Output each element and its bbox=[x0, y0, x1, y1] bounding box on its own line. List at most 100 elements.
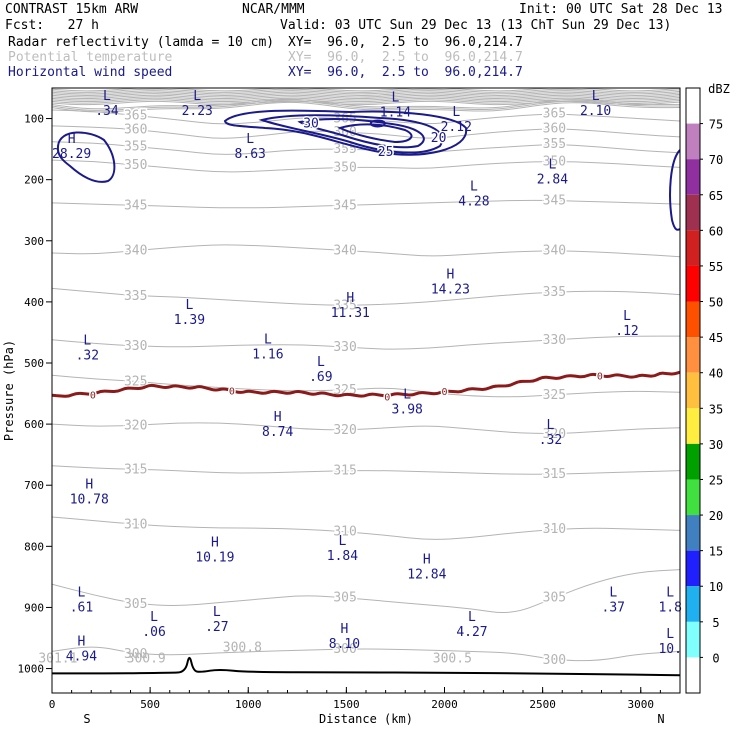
wind-extremum-value: 1.84 bbox=[327, 549, 358, 564]
y-tick-label: 900 bbox=[24, 601, 44, 614]
wind-extremum: L1.14 bbox=[380, 90, 411, 120]
wind-extremum-value: 10.78 bbox=[70, 492, 109, 507]
x-tick-label: 2000 bbox=[431, 698, 458, 711]
theta-contour-label: 335 bbox=[333, 299, 356, 314]
y-tick-label: 1000 bbox=[18, 663, 45, 676]
colorbar-label: 10 bbox=[709, 580, 723, 594]
forecast-hour: Fcst: 27 h bbox=[5, 18, 99, 33]
colorbar-label: 35 bbox=[709, 402, 723, 416]
theta-contour-335 bbox=[52, 287, 680, 306]
colorbar-swatch bbox=[686, 372, 700, 409]
wind-extremum: L.37 bbox=[602, 585, 625, 615]
wind-extremum: L1.8 bbox=[658, 585, 681, 615]
wind-extremum-value: .34 bbox=[95, 104, 119, 119]
wind-extremum: L1.84 bbox=[327, 534, 358, 564]
y-tick-label: 100 bbox=[24, 113, 44, 126]
wind-extremum: L.27 bbox=[205, 605, 228, 635]
colorbar-label: 25 bbox=[709, 473, 723, 487]
colorbar-swatch bbox=[686, 194, 700, 231]
wind-extremum-value: 4.94 bbox=[66, 649, 97, 664]
y-tick-label: 200 bbox=[24, 174, 44, 187]
theta-contour-label: 315 bbox=[543, 467, 566, 482]
theta-contour-label: 365 bbox=[124, 109, 147, 124]
wind-extremum-value: 4.27 bbox=[456, 625, 487, 640]
y-tick-label: 700 bbox=[24, 479, 44, 492]
wind-contour-right bbox=[669, 149, 680, 231]
freezing-level-label: 0 bbox=[229, 387, 235, 398]
end-label-north: N bbox=[657, 712, 664, 726]
wind-extremum: L1.16 bbox=[252, 332, 283, 362]
x-tick-label: 2500 bbox=[529, 698, 556, 711]
init-time: Init: 00 UTC Sat 28 Dec 13 bbox=[519, 2, 723, 17]
colorbar-swatch bbox=[686, 621, 700, 658]
theta-contour-label: 365 bbox=[543, 107, 566, 122]
theta-top-contour bbox=[52, 88, 680, 92]
theta-top-band bbox=[52, 88, 680, 113]
colorbar-swatch bbox=[686, 265, 700, 302]
colorbar-swatch bbox=[686, 479, 700, 516]
colorbar-label: 40 bbox=[709, 367, 723, 381]
theta-contour-label: 325 bbox=[543, 388, 566, 403]
theta-contour-label: 325 bbox=[124, 374, 147, 389]
colorbar-frame bbox=[685, 87, 701, 694]
wind-extremum-value: 4.28 bbox=[458, 195, 489, 210]
theta-value-label: 300.9 bbox=[127, 651, 166, 666]
theta-contour-label: 330 bbox=[543, 333, 566, 348]
wind-extremum-value: .12 bbox=[615, 324, 638, 339]
freezing-level-label: 0 bbox=[441, 387, 447, 398]
theta-contour-label: 355 bbox=[124, 140, 147, 155]
wind-extremum: L.32 bbox=[539, 418, 562, 448]
theta-contour-340 bbox=[52, 244, 680, 258]
wind-extremum: L4.27 bbox=[456, 610, 487, 640]
field-wind-xy: XY= 96.0, 2.5 to 96.0,214.7 bbox=[288, 65, 523, 80]
wind-extremum-type: L bbox=[150, 610, 158, 625]
wind-extremum-value: .32 bbox=[76, 349, 99, 364]
colorbar-label: 5 bbox=[712, 616, 719, 630]
freezing-level-label: 0 bbox=[384, 392, 390, 403]
field-theta: Potential temperature bbox=[8, 50, 173, 65]
colorbar-swatch bbox=[686, 586, 700, 622]
wind-extremum-value: 8.74 bbox=[262, 425, 293, 440]
wind-extremum-value: 14.23 bbox=[431, 283, 470, 298]
theta-top-contour bbox=[52, 91, 680, 96]
colorbar-label: 30 bbox=[709, 438, 723, 452]
wind-extremum: L.06 bbox=[142, 610, 165, 640]
theta-contour-label: 320 bbox=[333, 423, 356, 438]
wind-extremum-value: 2.10 bbox=[580, 104, 611, 119]
theta-contour-350 bbox=[52, 159, 680, 173]
theta-contour-label: 330 bbox=[333, 340, 356, 355]
theta-contour-label: 335 bbox=[124, 289, 147, 304]
theta-contour-label: 360 bbox=[543, 121, 566, 136]
theta-top-contour bbox=[52, 88, 680, 93]
wind-extremum-value: 2.12 bbox=[441, 120, 472, 135]
wind-extremum: H11.31 bbox=[331, 291, 370, 321]
wind-extremum: L8.63 bbox=[235, 132, 266, 162]
colorbar-label: 75 bbox=[709, 118, 723, 132]
theta-top-contour bbox=[52, 97, 680, 103]
wind-extremum-value: .69 bbox=[309, 370, 332, 385]
colorbar-swatch bbox=[686, 408, 700, 444]
colorbar-label: 65 bbox=[709, 189, 723, 203]
wind-extremum-value: 1.8 bbox=[658, 600, 681, 615]
colorbar-label: 55 bbox=[709, 260, 723, 274]
wind-extremum-type: L bbox=[623, 309, 631, 324]
valid-time: Valid: 03 UTC Sun 29 Dec 13 (13 ChT Sun … bbox=[280, 18, 672, 33]
colorbar-swatch bbox=[686, 230, 700, 266]
wind-extremum-type: L bbox=[103, 89, 111, 104]
theta-contour-320 bbox=[52, 422, 680, 434]
theta-top-contour bbox=[52, 98, 680, 110]
wind-extremum: H12.84 bbox=[407, 552, 446, 582]
colorbar-swatch bbox=[686, 159, 700, 195]
wind-extremum-type: L bbox=[264, 332, 272, 347]
wind-contour-25 bbox=[258, 114, 443, 154]
wind-extremum: H4.94 bbox=[66, 634, 97, 664]
wind-extremum-value: 3.98 bbox=[392, 402, 423, 417]
freezing-level-line bbox=[52, 370, 680, 398]
wind-contour-label: 30 bbox=[303, 116, 319, 131]
wind-extremum: L4.28 bbox=[458, 180, 489, 210]
x-tick-label: 1500 bbox=[333, 698, 360, 711]
wind-extremum-value: .06 bbox=[142, 625, 165, 640]
wind-contour-30 bbox=[297, 117, 425, 149]
